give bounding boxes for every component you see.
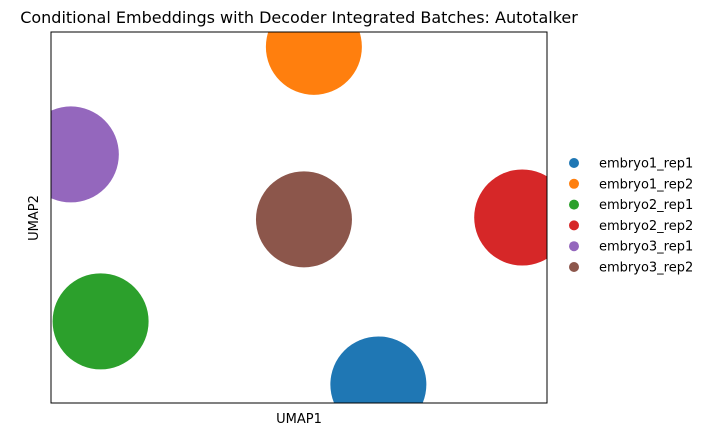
legend-label: embryo1_rep2 [599,177,693,192]
legend-item: embryo2_rep2 [569,219,693,234]
data-point-embryo1-rep1 [330,336,427,403]
legend-marker [569,158,579,168]
legend-label: embryo2_rep2 [599,219,693,234]
plot-frame [50,31,548,404]
chart-title: Conditional Embeddings with Decoder Inte… [20,8,578,27]
legend-marker [569,241,579,252]
legend-marker [569,220,579,231]
data-point-embryo1-rep2 [265,32,362,95]
data-point-embryo3-rep1 [51,106,119,203]
points-layer [51,32,547,403]
legend-item: embryo3_rep1 [569,240,693,255]
legend-label: embryo3_rep1 [599,240,693,255]
legend-marker [569,199,579,210]
legend-item: embryo2_rep1 [569,198,693,213]
legend-marker [569,262,579,272]
legend: embryo1_rep1 embryo1_rep2 embryo2_rep1embr… [569,157,693,276]
legend-item: embryo1_rep1 [569,157,693,172]
data-point-embryo2-rep2 [474,169,547,266]
legend-label: embryo3_rep2 [599,261,693,276]
data-point-embryo2-rep1 [52,273,149,370]
legend-marker [569,178,579,189]
x-axis-label: UMAP1 [276,412,322,427]
data-point-embryo3-rep2 [255,171,352,268]
legend-label: embryo1_rep1 [599,157,693,172]
legend-item: embryo1_rep2 [569,177,693,192]
legend-item: embryo3_rep2 [569,261,693,276]
y-axis-label: UMAP2 [27,195,42,241]
legend-label: embryo2_rep1 [599,198,693,213]
